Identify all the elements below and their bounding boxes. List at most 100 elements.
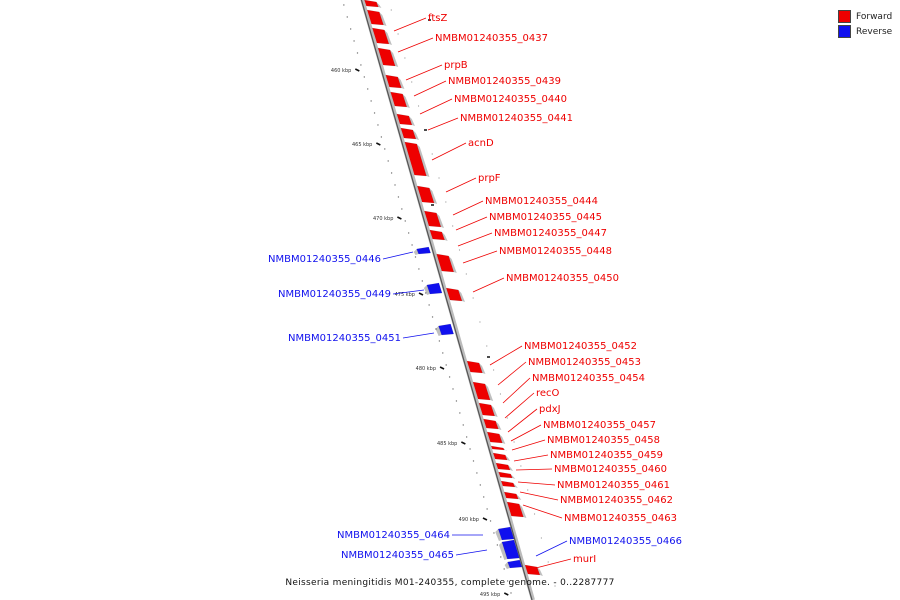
- minor-tick-dot: [452, 225, 454, 227]
- gene-leader-line: [462, 250, 498, 264]
- minor-tick-dot: [421, 280, 424, 282]
- minor-tick-dot: [356, 52, 359, 54]
- gene-leader-line: [393, 17, 427, 32]
- major-tick: [482, 517, 488, 521]
- gene-leader-line: [510, 424, 542, 442]
- minor-tick-dot: [343, 4, 345, 6]
- gene-leader-line: [397, 37, 434, 53]
- minor-tick-dot: [510, 592, 512, 594]
- minor-tick-dot: [506, 580, 509, 582]
- gene-leader-line: [405, 64, 443, 81]
- forward-gene-block-bevel: [485, 384, 494, 401]
- reverse-gene-block: [501, 539, 520, 560]
- minor-tick-dot: [527, 489, 529, 491]
- minor-tick-dot: [397, 33, 399, 35]
- forward-gene-block: [483, 418, 499, 430]
- minor-tick-dot: [442, 352, 444, 354]
- reverse-gene-block-bevel: [435, 326, 442, 336]
- minor-tick-dot: [407, 232, 410, 234]
- minor-tick-dot: [465, 436, 468, 438]
- tick-label: 495 kbp: [480, 592, 500, 598]
- forward-gene-block: [377, 47, 396, 67]
- major-tick: [461, 441, 466, 445]
- gene-label-nmbm01240355_0454: NMBM01240355_0454: [532, 373, 645, 384]
- minor-tick-dot: [404, 220, 406, 222]
- gene-leader-line: [507, 408, 538, 433]
- minor-tick-dot: [390, 9, 392, 11]
- gene-label-nmbm01240355_0440: NMBM01240355_0440: [454, 94, 567, 105]
- forward-gene-block: [366, 9, 384, 26]
- gene-leader-line: [489, 345, 523, 366]
- gene-label-nmbm01240355_0465: NMBM01240355_0465: [341, 550, 454, 561]
- gene-label-nmbm01240355_0460: NMBM01240355_0460: [554, 464, 667, 475]
- forward-gene-block: [436, 253, 455, 273]
- forward-gene-block-bevel: [519, 504, 527, 518]
- forward-gene-block: [478, 402, 496, 417]
- forward-gene-block: [495, 462, 511, 471]
- minor-tick-dot: [448, 376, 451, 378]
- legend-label-forward: Forward: [856, 11, 893, 22]
- gene-label-pdxj: pdxJ: [539, 404, 561, 415]
- forward-gene-block-bevel: [495, 421, 502, 430]
- forward-gene-block: [472, 381, 491, 401]
- minor-tick-dot: [414, 256, 417, 258]
- minor-tick-dot: [465, 273, 467, 275]
- minor-tick-dot: [452, 388, 454, 390]
- minor-tick-dot: [367, 88, 369, 90]
- minor-tick-dot: [486, 345, 488, 347]
- reverse-gene-block: [426, 282, 443, 295]
- minor-tick-dot: [435, 328, 437, 330]
- minor-tick-dot: [438, 177, 440, 179]
- gene-leader-line: [445, 177, 477, 193]
- forward-gene-block: [396, 113, 413, 126]
- tick-label: 480 kbp: [416, 366, 436, 372]
- minor-tick-dot: [500, 556, 502, 558]
- legend-item-forward: Forward: [838, 9, 892, 24]
- minor-tick-dot: [401, 208, 403, 210]
- minor-tick-dot: [411, 81, 413, 83]
- minor-tick-dot: [458, 249, 461, 251]
- tick-label: 470 kbp: [373, 216, 393, 222]
- tick-label: 485 kbp: [437, 441, 457, 447]
- minor-tick-dot: [431, 153, 433, 155]
- tick-label: 490 kbp: [459, 517, 479, 523]
- gene-label-nmbm01240355_0461: NMBM01240355_0461: [557, 480, 670, 491]
- minor-tick-dot: [428, 304, 430, 306]
- tick-label: 465 kbp: [352, 142, 372, 148]
- forward-gene-block: [364, 0, 379, 8]
- gene-label-nmbm01240355_0450: NMBM01240355_0450: [506, 273, 619, 284]
- minor-tick-dot: [459, 412, 461, 414]
- minor-tick-dot: [462, 424, 464, 426]
- gene-leader-line: [452, 200, 484, 216]
- gene-leader-line: [431, 142, 467, 161]
- minor-tick-dot: [390, 172, 393, 174]
- gene-label-prpf: prpF: [478, 173, 501, 184]
- gene-label-nmbm01240355_0439: NMBM01240355_0439: [448, 76, 561, 87]
- gene-leader-line: [502, 377, 531, 404]
- forward-swatch: [838, 10, 851, 23]
- forward-gene-block: [503, 491, 519, 500]
- minor-tick-dot: [394, 184, 396, 186]
- gene-leader-line: [457, 232, 493, 247]
- gene-leader-line: [413, 80, 447, 97]
- forward-gene-block: [500, 480, 516, 488]
- tick-label: 460 kbp: [331, 68, 351, 74]
- gene-leader-line: [419, 98, 453, 115]
- minor-tick-dot: [496, 544, 499, 546]
- forward-gene-block: [498, 471, 513, 479]
- reverse-gene-block-bevel: [498, 542, 508, 560]
- gene-leader-line: [504, 392, 535, 419]
- minor-tick-dot: [476, 472, 478, 474]
- forward-gene-block: [416, 185, 435, 204]
- minor-tick-dot: [445, 201, 447, 203]
- forward-gene-block: [400, 127, 417, 140]
- forward-gene-block-bevel: [510, 474, 516, 479]
- gene-leader-line: [455, 549, 488, 556]
- forward-gene-block-bevel: [397, 77, 405, 89]
- forward-gene-block-bevel: [505, 455, 511, 461]
- minor-tick-dot: [384, 148, 386, 150]
- forward-gene-block: [390, 91, 408, 108]
- forward-gene-block: [372, 27, 390, 45]
- forward-gene-block: [385, 74, 402, 89]
- forward-gene-block: [424, 210, 442, 228]
